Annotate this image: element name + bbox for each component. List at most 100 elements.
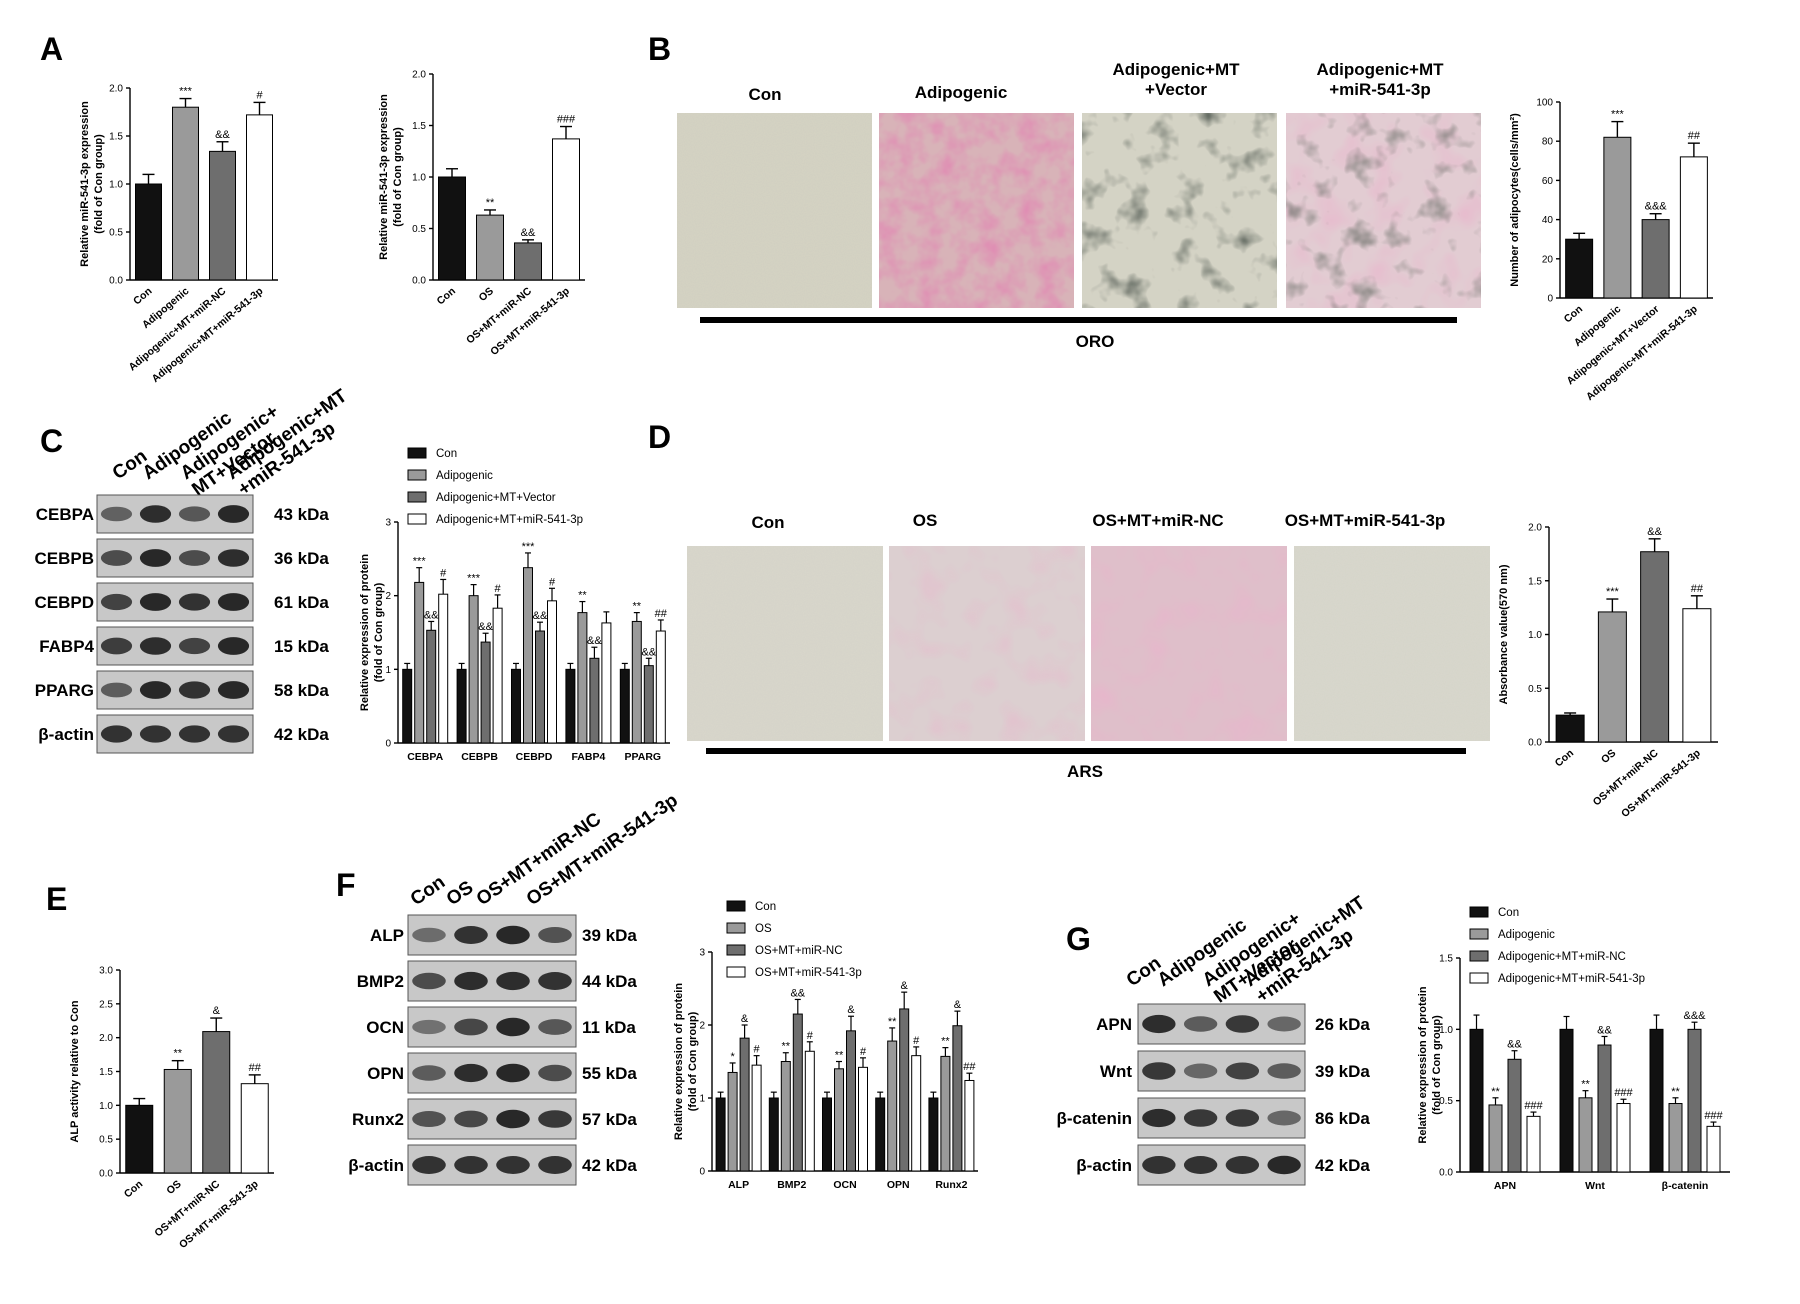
protein-band xyxy=(412,1110,446,1128)
chart-B: 020406080100Con***Adipogenic&&&Adipogeni… xyxy=(1509,98,1713,403)
protein-band xyxy=(454,1063,488,1083)
significance-label: & xyxy=(901,980,909,992)
significance-label: ** xyxy=(173,1048,182,1060)
y-tick-label: 20 xyxy=(1542,254,1554,265)
legend-swatch xyxy=(1469,906,1489,918)
significance-label: ** xyxy=(1671,1086,1680,1098)
panel-label-a: A xyxy=(40,31,63,67)
molecular-weight-label: 57 kDa xyxy=(582,1110,637,1129)
bar xyxy=(438,176,466,281)
bar xyxy=(565,668,576,744)
y-axis-title: Relative expression of protein (fold of C… xyxy=(359,554,385,711)
protein-band xyxy=(454,971,488,991)
bar xyxy=(804,1050,815,1172)
protein-band xyxy=(100,725,133,743)
molecular-weight-label: 39 kDa xyxy=(582,926,637,945)
significance-label: ** xyxy=(1581,1079,1590,1091)
protein-band xyxy=(139,505,172,523)
bar xyxy=(727,1071,738,1172)
significance-label: ** xyxy=(941,1036,950,1048)
x-category-label: OS+MT+miR-541-3p xyxy=(1619,747,1703,820)
bar xyxy=(619,668,630,744)
legend-label: Con xyxy=(755,901,776,913)
significance-label: && xyxy=(587,635,602,647)
protein-band xyxy=(139,593,172,611)
bar xyxy=(1578,1097,1593,1173)
bar xyxy=(552,138,580,281)
bar xyxy=(492,607,503,744)
protein-band xyxy=(1267,1155,1301,1175)
significance-label: ** xyxy=(888,1016,897,1028)
molecular-weight-label: 44 kDa xyxy=(582,972,637,991)
bar xyxy=(480,641,491,744)
bar xyxy=(523,567,533,744)
bar xyxy=(514,242,542,281)
legend-swatch xyxy=(726,922,746,934)
y-tick-label: 1 xyxy=(699,1094,705,1105)
protein-label: CEBPB xyxy=(34,549,94,568)
x-category-label: CEBPB xyxy=(461,751,498,763)
legend-label: Con xyxy=(436,448,457,460)
western-blot-g: ConAdipogenicAdipogenic+MT+VectorAdipoge… xyxy=(1056,892,1370,1186)
protein-label: APN xyxy=(1096,1015,1132,1034)
legend-swatch xyxy=(1469,928,1489,940)
protein-band xyxy=(100,550,133,566)
chart-D: 0.00.51.01.52.0Con***OS&&OS+MT+miR-NC##O… xyxy=(1498,523,1718,820)
legend-label: Adipogenic+MT+miR-541-3p xyxy=(436,514,583,526)
y-tick-label: 1.5 xyxy=(109,132,123,143)
significance-label: # xyxy=(256,89,263,101)
protein-band xyxy=(178,725,211,743)
protein-band xyxy=(178,637,211,655)
significance-label: # xyxy=(754,1044,761,1056)
bar xyxy=(655,630,666,744)
x-category-label: CEBPA xyxy=(407,751,443,763)
significance-label: & xyxy=(847,1004,855,1016)
significance-label: ** xyxy=(782,1041,791,1053)
significance-label: && xyxy=(790,987,805,999)
legend-swatch xyxy=(726,900,746,912)
bar xyxy=(135,183,162,281)
legend-label: OS+MT+miR-541-3p xyxy=(755,967,862,979)
legend-swatch xyxy=(407,491,427,503)
protein-band xyxy=(1183,1156,1218,1174)
chart-G: 0.0 0.5 1.0 1.5 ** && ### APN ** && ### Wnt ** &&& ###… xyxy=(1417,906,1730,1192)
protein-band xyxy=(100,682,133,698)
protein-band xyxy=(1142,1014,1176,1034)
significance-label: * xyxy=(730,1051,735,1063)
protein-label: OPN xyxy=(367,1064,404,1083)
x-category-label: Runx2 xyxy=(935,1179,967,1191)
protein-band xyxy=(538,972,572,990)
protein-band xyxy=(412,1019,446,1035)
micrograph-label-mirnc: OS+MT+miR-NC xyxy=(1092,511,1223,530)
bar xyxy=(631,620,642,744)
significance-label: && xyxy=(521,227,536,239)
micrograph-panel-d: Con OS OS+MT+miR-NC OS+MT+miR-541-3p ARS xyxy=(687,511,1490,781)
micrograph-label-con: Con xyxy=(748,85,781,104)
significance-label: ### xyxy=(1614,1087,1633,1099)
molecular-weight-label: 42 kDa xyxy=(582,1156,637,1175)
molecular-weight-label: 11 kDa xyxy=(582,1018,636,1037)
micrograph-label-con: Con xyxy=(751,513,784,532)
micrograph-texture xyxy=(687,546,883,741)
panel-label-d: D xyxy=(648,419,671,455)
y-tick-label: 0.0 xyxy=(99,1169,113,1180)
bar xyxy=(476,214,504,281)
y-tick-label: 1.5 xyxy=(1528,576,1542,587)
bar xyxy=(875,1097,886,1172)
protein-band xyxy=(496,1156,530,1174)
bar xyxy=(1641,219,1670,299)
significance-label: # xyxy=(440,567,447,579)
y-tick-label: 0.0 xyxy=(1528,738,1542,749)
significance-label: ** xyxy=(1491,1086,1500,1098)
y-tick-label: 0.0 xyxy=(412,276,426,287)
bar xyxy=(589,657,600,744)
bar xyxy=(172,106,199,281)
protein-band xyxy=(100,506,133,522)
molecular-weight-label: 15 kDa xyxy=(274,637,329,656)
legend-label: Adipogenic+MT+miR-NC xyxy=(1498,951,1626,963)
micrograph-label-adipogenic: Adipogenic xyxy=(915,83,1008,102)
panel-label-g: G xyxy=(1066,921,1091,957)
y-axis-title: Absorbance value(570 nm) xyxy=(1498,564,1510,704)
x-category-label: BMP2 xyxy=(777,1179,806,1191)
